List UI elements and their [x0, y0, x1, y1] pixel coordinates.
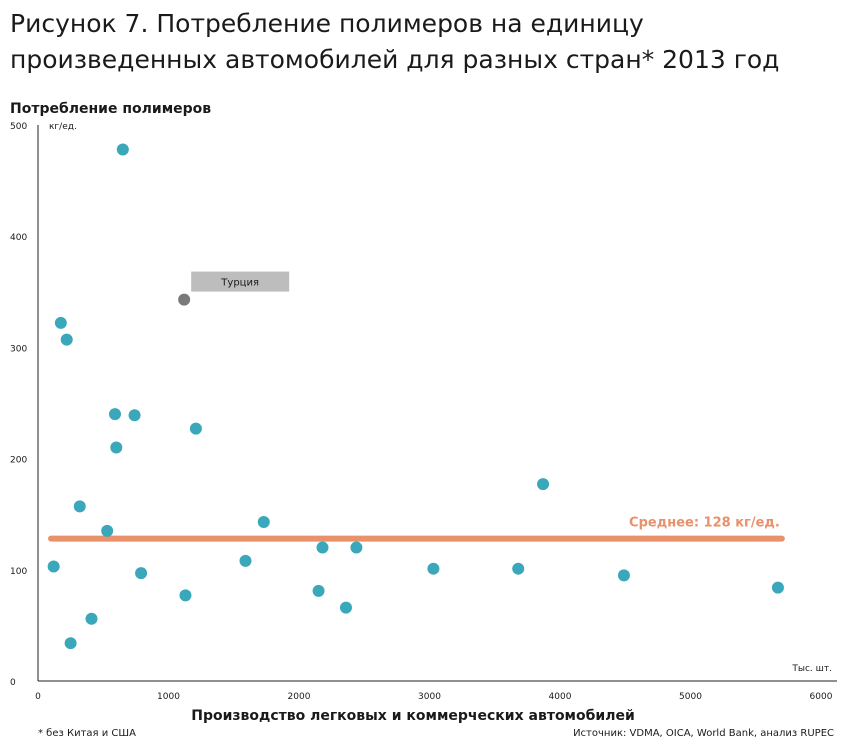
y-tick-label: 400 [10, 233, 27, 243]
data-point [47, 560, 60, 573]
y-tick-label: 200 [10, 456, 27, 466]
data-point [128, 409, 141, 422]
average-label: Среднее: 128 кг/ед. [629, 516, 780, 531]
highlight-point [178, 293, 191, 306]
data-point [135, 567, 148, 580]
data-points [47, 143, 784, 650]
data-point [339, 601, 352, 614]
data-point [101, 524, 114, 537]
data-point [110, 441, 123, 454]
data-point [427, 562, 440, 575]
y-tick-label: 100 [10, 567, 27, 577]
y-tick-labels: 0 100 200 300 400 500 [10, 122, 27, 688]
x-tick-label: 6000 [810, 692, 833, 702]
data-point [179, 589, 192, 602]
data-point [512, 562, 525, 575]
x-tick-label: 1000 [157, 692, 180, 702]
data-point [617, 569, 630, 582]
y-tick-label: 300 [10, 344, 27, 354]
data-point [54, 316, 67, 329]
y-tick-label: 0 [10, 678, 16, 688]
data-point [312, 584, 325, 597]
x-tick-label: 3000 [418, 692, 441, 702]
data-point [73, 500, 86, 513]
y-tick-label: 500 [10, 122, 27, 132]
x-tick-label: 5000 [679, 692, 702, 702]
highlight-label-box [191, 271, 290, 292]
y-axis-unit: кг/ед. [49, 122, 77, 132]
x-tick-label: 2000 [288, 692, 311, 702]
data-point [771, 581, 784, 594]
data-point [116, 143, 129, 156]
highlight-label: Турция [220, 278, 259, 289]
data-point [108, 408, 121, 421]
source-note: Источник: VDMA, OICA, World Bank, анализ… [573, 728, 834, 739]
x-axis-title: Производство легковых и коммерческих авт… [191, 708, 635, 724]
data-point [537, 478, 550, 491]
x-tick-label: 4000 [549, 692, 572, 702]
data-point [64, 637, 77, 650]
x-tick-label: 0 [35, 692, 41, 702]
data-point [316, 541, 329, 554]
y-axis-title: Потребление полимеров [10, 101, 211, 117]
data-point [239, 554, 252, 567]
data-point [257, 515, 270, 528]
figure-title: Рисунок 7. Потребление полимеров на един… [10, 9, 780, 74]
data-point [350, 541, 363, 554]
data-point [60, 333, 73, 346]
x-tick-labels: 0 1000 2000 3000 4000 5000 6000 [35, 692, 833, 702]
x-axis-unit: Тыс. шт. [791, 664, 832, 674]
data-point [85, 612, 98, 625]
footnote: * без Китая и США [38, 728, 136, 739]
data-point [189, 422, 202, 435]
